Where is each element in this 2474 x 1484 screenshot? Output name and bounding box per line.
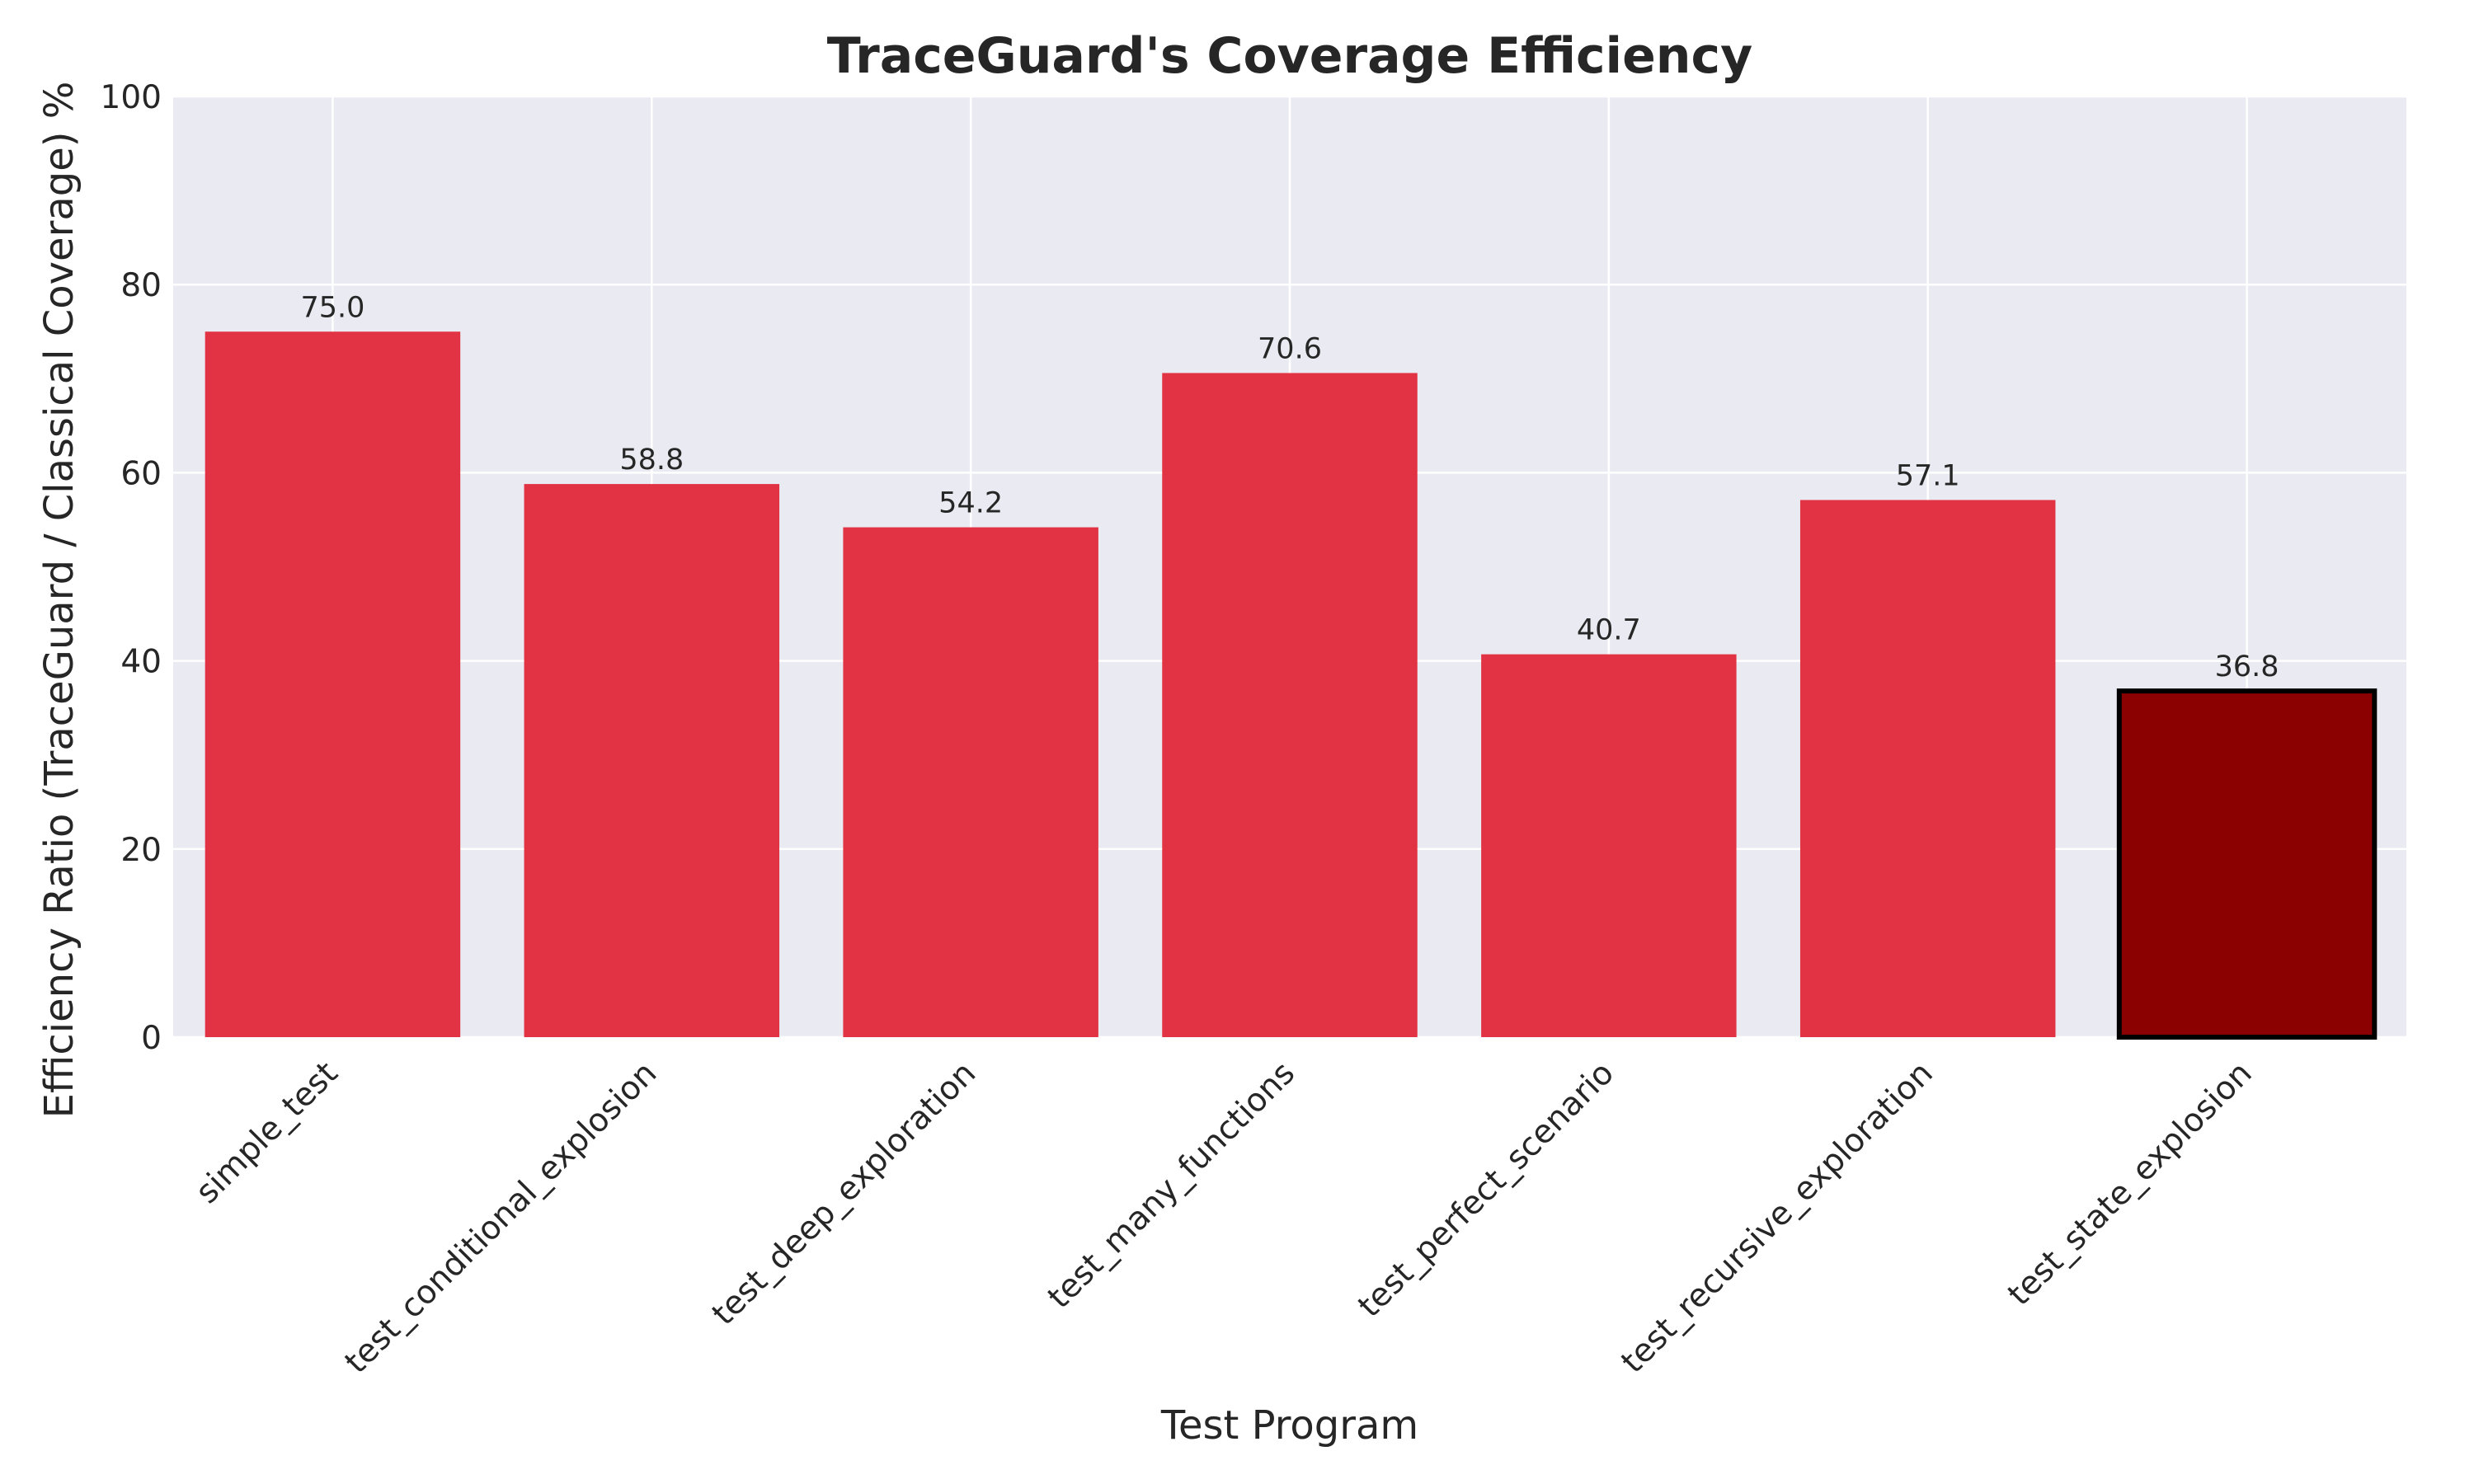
bar-value-labels: 75.0 58.8 54.2 70.6 40.7 57.1 36.8 [300, 291, 2279, 683]
x-axis-label: Test Program [1160, 1402, 1418, 1449]
bar-value-label: 58.8 [619, 444, 684, 477]
bar [843, 527, 1098, 1037]
bar [1481, 654, 1737, 1037]
bar [1799, 500, 2056, 1037]
bar-value-label: 54.2 [938, 487, 1003, 520]
bar-value-label: 36.8 [2215, 650, 2279, 683]
bar [524, 484, 780, 1037]
bar [205, 331, 461, 1037]
y-tick-label: 60 [120, 455, 162, 492]
y-tick-label: 40 [120, 644, 162, 681]
bar-value-label: 40.7 [1577, 614, 1641, 647]
y-tick-label: 80 [120, 267, 162, 304]
highlighted-bar [2116, 688, 2378, 1040]
y-tick-label: 0 [141, 1020, 162, 1057]
y-tick-label: 20 [120, 832, 162, 869]
chart-title: TraceGuard's Coverage Efficiency [827, 27, 1752, 85]
y-axis-label: Efficiency Ratio (TraceGuard / Classical… [36, 82, 82, 1119]
bar-value-label: 70.6 [1258, 332, 1322, 365]
y-axis-ticks: 0 20 40 60 80 100 [101, 79, 162, 1057]
bars [205, 331, 2378, 1040]
bar [1162, 373, 1418, 1038]
y-tick-label: 100 [101, 79, 162, 116]
bar-value-label: 57.1 [1896, 459, 1960, 492]
bar-value-label: 75.0 [300, 291, 365, 324]
